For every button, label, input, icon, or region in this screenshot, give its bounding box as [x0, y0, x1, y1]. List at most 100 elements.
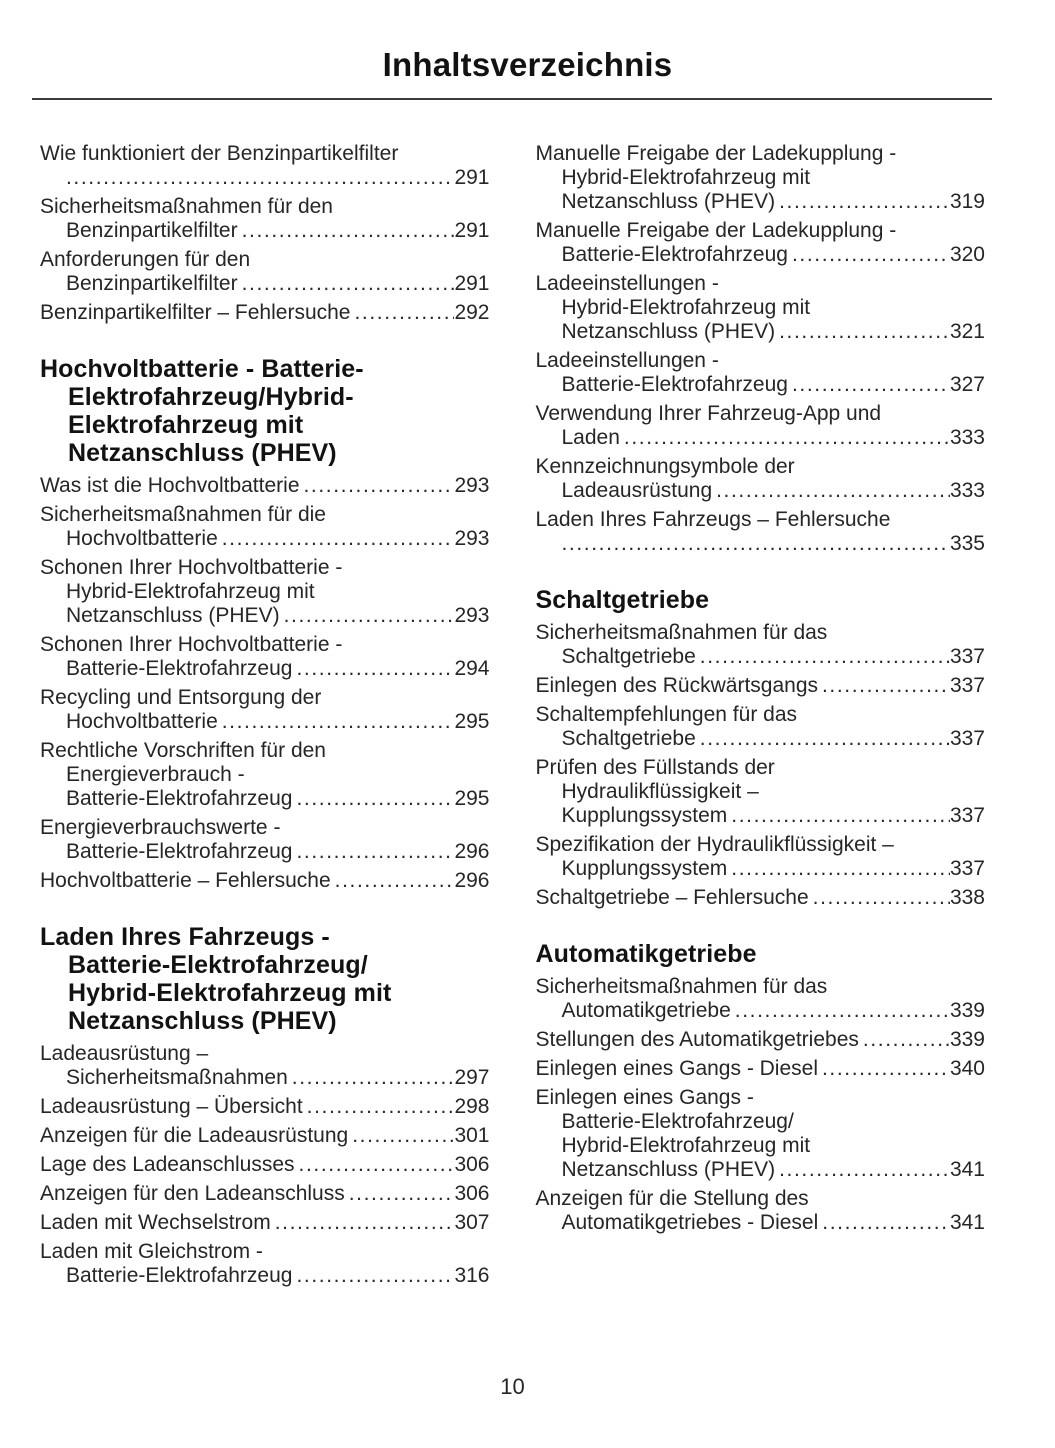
leader-dots: ........................................…	[354, 301, 455, 324]
entry-leader-line: Netzanschluss (PHEV)....................…	[536, 320, 986, 344]
section-heading-line: Netzanschluss (PHEV)	[68, 439, 337, 467]
page-title: Inhaltsverzeichnis	[382, 46, 673, 83]
page-footer: 10	[40, 1374, 985, 1400]
entry-leader-line: ........................................…	[40, 166, 490, 190]
entry-leader-line: Automatikgetriebe.......................…	[536, 999, 986, 1023]
entry-line: Schonen Ihrer Hochvoltbatterie -	[40, 556, 343, 579]
page-ref: 333	[949, 426, 985, 449]
toc-entry: Ladeeinstellungen - Hybrid-Elektrofahrzeu…	[536, 272, 986, 344]
entry-line: Rechtliche Vorschriften für den	[40, 739, 326, 762]
leader-dots: ........................................…	[303, 474, 455, 497]
section-heading-line: Hochvoltbatterie - Batterie-	[40, 355, 364, 383]
toc-entry: Laden mit Wechselstrom..................…	[40, 1211, 490, 1235]
page-ref: 291	[454, 166, 490, 189]
entry-line: Sicherheitsmaßnahmen für die	[40, 503, 326, 526]
section-heading: Laden Ihres Fahrzeugs - Batterie-Elektrof…	[40, 923, 490, 1035]
toc-entry: Einlegen eines Gangs - Batterie-Elektrofa…	[536, 1086, 986, 1182]
leader-dots: ........................................…	[812, 886, 950, 909]
toc-column: Manuelle Freigabe der Ladekupplung - Hybr…	[536, 142, 986, 1293]
leader-dots: ........................................…	[296, 840, 454, 863]
entry-title: Schaltgetriebe	[561, 727, 696, 750]
page-ref: 316	[454, 1264, 490, 1287]
entry-line: Manuelle Freigabe der Ladekupplung -	[535, 219, 897, 242]
entry-line: Schonen Ihrer Hochvoltbatterie -	[40, 633, 343, 656]
section-heading: Automatikgetriebe	[536, 940, 986, 968]
leader-dots: ........................................…	[296, 657, 454, 680]
entry-title: Automatikgetriebes - Diesel	[561, 1211, 819, 1234]
toc-entry: Verwendung Ihrer Fahrzeug-App und Laden..…	[536, 402, 986, 450]
leader-dots: ........................................…	[306, 1095, 455, 1118]
entry-title: Batterie-Elektrofahrzeug	[66, 657, 293, 680]
entry-line: Einlegen eines Gangs -	[535, 1086, 754, 1109]
section-heading: Hochvoltbatterie - Batterie- Elektrofahrz…	[40, 355, 490, 467]
entry-leader-line: Schaltgetriebe..........................…	[536, 727, 986, 751]
toc-entry: Sicherheitsmaßnahmen für die Hochvoltbatt…	[40, 503, 490, 551]
entry-leader-line: Hochvoltbatterie........................…	[40, 527, 490, 551]
entry-line: Schaltempfehlungen für das	[535, 703, 798, 726]
page-ref: 333	[949, 479, 985, 502]
entry-line: Hybrid-Elektrofahrzeug mit	[66, 580, 315, 603]
entry-title: Lage des Ladeanschlusses	[40, 1153, 295, 1176]
toc-entry: Anzeigen für die Stellung des Automatikge…	[536, 1187, 986, 1235]
page-ref: 306	[454, 1153, 490, 1176]
entry-line: Hybrid-Elektrofahrzeug mit	[561, 296, 811, 319]
entry-line: Energieverbrauch -	[66, 763, 245, 786]
page-ref: 307	[454, 1211, 490, 1234]
entry-line: Energieverbrauchswerte -	[40, 816, 281, 839]
toc-entry: Schaltempfehlungen für das Schaltgetriebe…	[536, 703, 986, 751]
toc-entry: Laden mit Gleichstrom - Batterie-Elektrof…	[40, 1240, 490, 1288]
leader-dots: ........................................…	[822, 674, 950, 697]
page-ref: 337	[949, 674, 985, 697]
entry-leader-line: Einlegen des Rückwärtsgangs.............…	[536, 674, 986, 698]
entry-leader-line: Batterie-Elektrofahrzeug................…	[40, 1264, 490, 1288]
leader-dots: ........................................…	[66, 166, 454, 189]
entry-title: Benzinpartikelfilter	[66, 219, 238, 242]
toc-entry: Schonen Ihrer Hochvoltbatterie - Batterie…	[40, 633, 490, 681]
entry-leader-line: Laden mit Wechselstrom..................…	[40, 1211, 490, 1235]
toc-entry: Manuelle Freigabe der Ladekupplung - Batt…	[536, 219, 986, 267]
entry-line: Hydraulikflüssigkeit –	[561, 780, 759, 803]
entry-leader-line: Schaltgetriebe..........................…	[536, 645, 986, 669]
entry-title: Einlegen des Rückwärtsgangs	[535, 674, 819, 697]
leader-dots: ........................................…	[348, 1182, 455, 1205]
entry-leader-line: Netzanschluss (PHEV)....................…	[536, 1158, 986, 1182]
entry-leader-line: Laden...................................…	[536, 426, 986, 450]
page-ref: 337	[949, 804, 985, 827]
entry-line: Laden mit Gleichstrom -	[40, 1240, 263, 1263]
toc-entry: Schaltgetriebe – Fehlersuche............…	[536, 886, 986, 910]
entry-title: Batterie-Elektrofahrzeug	[561, 373, 788, 396]
entry-title: Kupplungssystem	[561, 857, 728, 880]
entry-title: Batterie-Elektrofahrzeug	[66, 787, 293, 810]
entry-title: Hochvoltbatterie	[66, 527, 218, 550]
entry-title: Netzanschluss (PHEV)	[561, 1158, 776, 1181]
toc-entry: Recycling und Entsorgung der Hochvoltbatt…	[40, 686, 490, 734]
entry-line: Anzeigen für die Stellung des	[535, 1187, 809, 1210]
page-ref: 337	[949, 857, 985, 880]
entry-title: Sicherheitsmaßnahmen	[66, 1066, 288, 1089]
page-header: Inhaltsverzeichnis	[0, 0, 1055, 100]
entry-line: Laden Ihres Fahrzeugs – Fehlersuche	[535, 508, 891, 531]
leader-dots: ........................................…	[731, 804, 950, 827]
leader-dots: ........................................…	[822, 1211, 950, 1234]
entry-leader-line: Kupplungssystem.........................…	[536, 857, 986, 881]
leader-dots: ........................................…	[221, 710, 455, 733]
leader-dots: ........................................…	[731, 857, 950, 880]
entry-title: Was ist die Hochvoltbatterie	[40, 474, 300, 497]
toc-entry: Manuelle Freigabe der Ladekupplung - Hybr…	[536, 142, 986, 214]
entry-line: Anforderungen für den	[40, 248, 251, 271]
page-ref: 341	[949, 1211, 985, 1234]
page-ref: 335	[949, 532, 985, 555]
toc-entry: Kennzeichnungsymbole der Ladeausrüstung..…	[536, 455, 986, 503]
page-ref: 291	[454, 219, 490, 242]
entry-leader-line: Hochvoltbatterie – Fehlersuche..........…	[40, 869, 490, 893]
page-ref: 293	[454, 474, 490, 497]
entry-line: Manuelle Freigabe der Ladekupplung -	[535, 142, 897, 165]
toc-entry: Anforderungen für den Benzinpartikelfilte…	[40, 248, 490, 296]
title-divider	[32, 98, 992, 100]
leader-dots: ........................................…	[296, 787, 454, 810]
entry-leader-line: Einlegen eines Gangs - Diesel...........…	[536, 1057, 986, 1081]
toc-entry: Einlegen eines Gangs - Diesel...........…	[536, 1057, 986, 1081]
entry-line: Spezifikation der Hydraulikflüssigkeit –	[535, 833, 894, 856]
toc-entry: Einlegen des Rückwärtsgangs.............…	[536, 674, 986, 698]
entry-title: Anzeigen für den Ladeanschluss	[40, 1182, 345, 1205]
